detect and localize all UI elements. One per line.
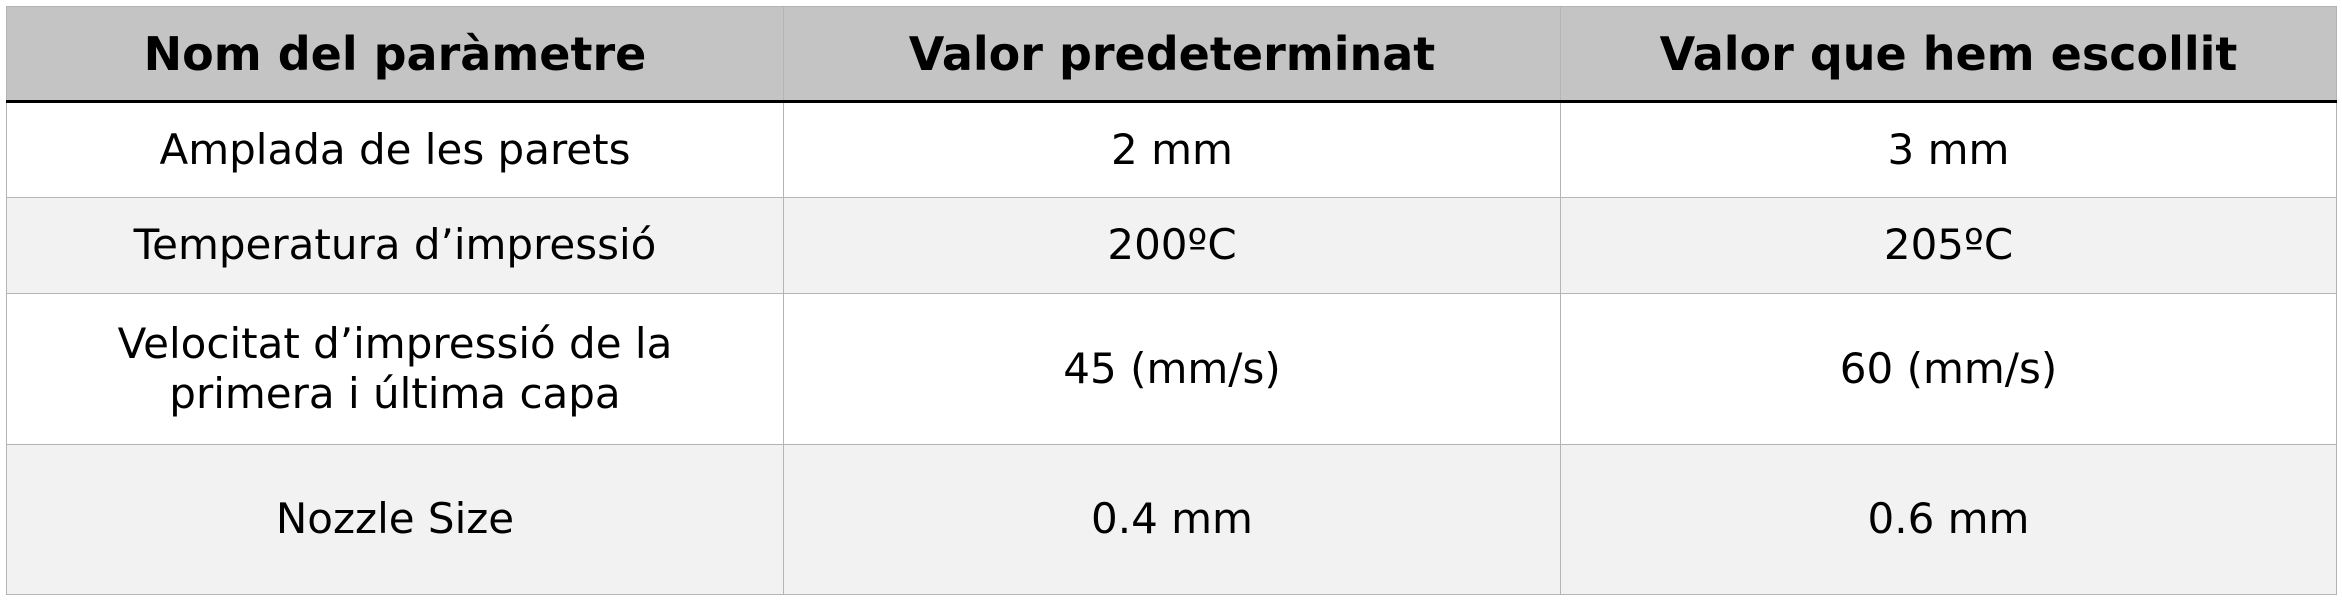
- cell-default-value: 2 mm: [783, 101, 1561, 198]
- table-header: Nom del paràmetre Valor predeterminat Va…: [6, 6, 2337, 103]
- cell-parameter-name: Amplada de les parets: [6, 101, 784, 198]
- cell-chosen-value: 60 (mm/s): [1560, 293, 2337, 445]
- cell-parameter-name: Velocitat d’impressió de la primera i úl…: [6, 293, 784, 445]
- table-row: Velocitat d’impressió de la primera i úl…: [6, 293, 2337, 445]
- cell-chosen-value: 3 mm: [1560, 101, 2337, 198]
- header-default-value: Valor predeterminat: [783, 6, 1561, 103]
- cell-chosen-value: 205ºC: [1560, 197, 2337, 294]
- table-row: Amplada de les parets 2 mm 3 mm: [6, 101, 2337, 198]
- cell-parameter-name: Nozzle Size: [6, 444, 784, 595]
- table-body: Amplada de les parets 2 mm 3 mm Temperat…: [6, 101, 2337, 595]
- cell-default-value: 200ºC: [783, 197, 1561, 294]
- table-row: Temperatura d’impressió 200ºC 205ºC: [6, 197, 2337, 294]
- cell-parameter-name: Temperatura d’impressió: [6, 197, 784, 294]
- header-chosen-value: Valor que hem escollit: [1560, 6, 2337, 103]
- header-parameter-name: Nom del paràmetre: [6, 6, 784, 103]
- header-row: Nom del paràmetre Valor predeterminat Va…: [6, 6, 2337, 103]
- parameters-table: Nom del paràmetre Valor predeterminat Va…: [6, 6, 2337, 595]
- cell-default-value: 45 (mm/s): [783, 293, 1561, 445]
- cell-chosen-value: 0.6 mm: [1560, 444, 2337, 595]
- cell-default-value: 0.4 mm: [783, 444, 1561, 595]
- table-row: Nozzle Size 0.4 mm 0.6 mm: [6, 444, 2337, 595]
